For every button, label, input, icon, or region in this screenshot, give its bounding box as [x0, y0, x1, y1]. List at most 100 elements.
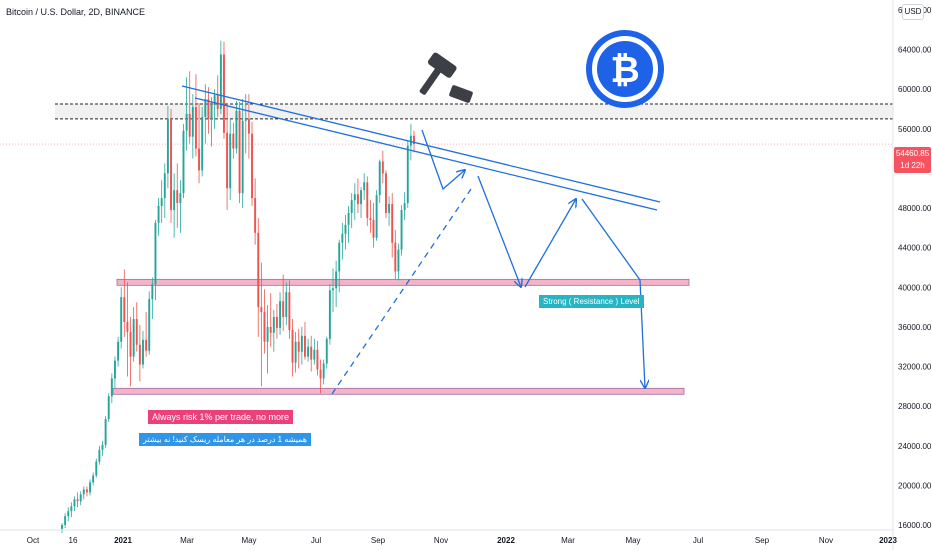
candle-body [353, 194, 356, 201]
candle-body [166, 118, 169, 174]
y-tick-label: 44000.00 [898, 244, 932, 253]
candle-body [384, 173, 387, 213]
y-tick-label: 56000.00 [898, 125, 932, 134]
candle-body [251, 133, 253, 199]
projection-arrow-3 [524, 199, 576, 288]
candle-body [403, 203, 406, 211]
candle-body [378, 161, 381, 196]
candle-body [294, 341, 297, 363]
candle-body [216, 95, 219, 109]
y-tick-label: 40000.00 [898, 283, 932, 292]
candle-body [285, 292, 288, 318]
candle-body [375, 195, 378, 238]
currency-button[interactable]: USD [902, 4, 924, 20]
candle-body [129, 331, 132, 357]
candle-body [260, 307, 263, 313]
x-tick-label: Sep [755, 536, 770, 545]
resistance-zone [116, 278, 690, 286]
candle-body [85, 489, 88, 493]
candle-body [176, 190, 179, 204]
candle-body [282, 301, 285, 318]
candle-body [188, 113, 191, 137]
candle-body [117, 341, 120, 361]
x-tick-label: Oct [27, 536, 40, 545]
candle-body [297, 341, 300, 352]
candle-body [235, 110, 238, 149]
candle-body [138, 344, 141, 365]
candle-body [332, 288, 334, 291]
x-tick-label: May [625, 536, 640, 545]
candle-body [154, 222, 157, 285]
candle-body [135, 318, 138, 345]
candle-body [316, 349, 319, 370]
candle-body [70, 506, 73, 512]
candle-body [185, 113, 188, 131]
x-tick-label: 2021 [114, 536, 132, 545]
y-tick-label: 24000.00 [898, 442, 932, 451]
x-tick-label: Jul [311, 536, 321, 545]
candle-body [313, 349, 316, 360]
candle-body [107, 396, 110, 420]
candle-body [213, 95, 216, 106]
projection-arrow-4 [581, 198, 645, 388]
candle-body [241, 120, 244, 194]
candle-body [191, 106, 194, 137]
candle-body [247, 118, 250, 134]
candle-body [266, 326, 269, 342]
candle-body [204, 99, 207, 117]
candle-body [142, 339, 144, 365]
candle-body [101, 444, 104, 450]
y-tick-label: 28000.00 [898, 402, 932, 411]
candle-body [201, 116, 204, 171]
candle-body [369, 217, 372, 220]
candle-body [126, 321, 129, 332]
candle-body [89, 482, 92, 493]
x-tick-label: 2023 [879, 536, 897, 545]
candle-body [288, 292, 291, 330]
candle-body [254, 198, 257, 233]
y-tick-label: 16000.00 [898, 521, 932, 530]
candle-body [310, 346, 313, 360]
candle-body [61, 525, 63, 530]
x-tick-label: Jul [693, 536, 703, 545]
candle-body [409, 135, 412, 146]
drawing-layer [181, 85, 661, 395]
candle-body [279, 301, 282, 328]
candle-body [226, 132, 229, 189]
svg-text:₿: ₿ [610, 50, 639, 91]
candle-body [64, 516, 67, 526]
candle-body [335, 271, 338, 289]
candle-body [263, 312, 266, 342]
candle-body [160, 198, 163, 207]
candle-body [257, 232, 260, 308]
candle-body [347, 212, 350, 225]
candle-body [400, 210, 403, 250]
ascending-dashed-trendline [331, 188, 472, 395]
candle-body [82, 489, 85, 495]
candle-body [110, 378, 113, 397]
candle-body [406, 145, 409, 204]
candle-body [397, 249, 400, 272]
candle-body [76, 499, 79, 502]
candle-body [344, 224, 347, 234]
candle-body [350, 200, 353, 213]
candle-body [388, 204, 391, 213]
x-tick-label: 16 [69, 536, 78, 545]
candle-body [151, 284, 154, 300]
candle-body [157, 206, 160, 223]
y-tick-label: 36000.00 [898, 323, 932, 332]
candle-body [325, 338, 328, 364]
risk-note-persian: همیشه 1 درصد در هر معامله ریسک کنید! نه … [139, 433, 311, 446]
y-tick-label: 20000.00 [898, 481, 932, 490]
candle-body [391, 204, 394, 243]
candle-body [304, 335, 306, 357]
candle-body [207, 99, 210, 119]
candle-body [67, 511, 70, 517]
candle-body [307, 346, 310, 357]
candle-body [238, 110, 241, 194]
candle-body [173, 190, 176, 211]
candle-body [223, 54, 225, 133]
